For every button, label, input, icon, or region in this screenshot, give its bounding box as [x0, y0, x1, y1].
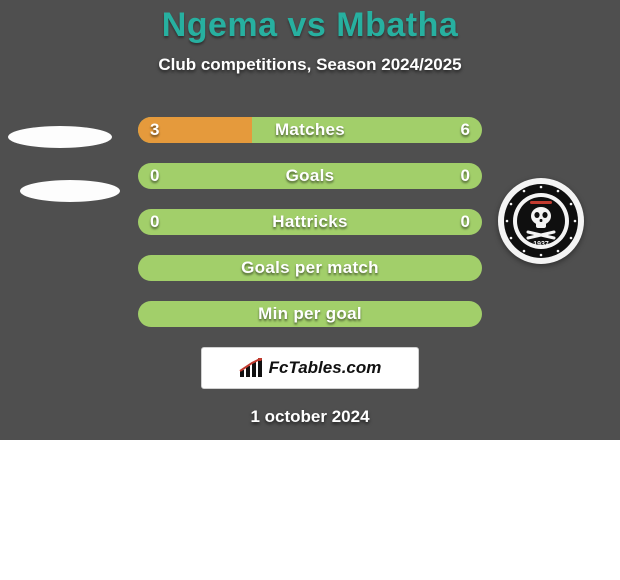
comparison-card: Ngema vs Mbatha Club competitions, Seaso… — [0, 0, 620, 440]
date-text: 1 october 2024 — [0, 407, 620, 427]
page-title: Ngema vs Mbatha — [0, 6, 620, 45]
club-badge-year: 1937 — [533, 241, 549, 248]
left-oval-1 — [8, 126, 112, 148]
stat-row-min-per-goal: Min per goal — [138, 301, 482, 327]
stat-row-label: Goals per match — [138, 255, 482, 281]
stat-row-label: Min per goal — [138, 301, 482, 327]
brand-bars-icon — [239, 358, 263, 378]
stat-row-goals: 00Goals — [138, 163, 482, 189]
header: Ngema vs Mbatha Club competitions, Seaso… — [0, 0, 620, 75]
stat-bars: 36Matches 00Goals 00Hattricks Goals per mat… — [138, 117, 482, 327]
stat-row-matches: 36Matches — [138, 117, 482, 143]
brand-text: FcTables.com — [269, 358, 382, 378]
club-badge-icon: 1937 — [498, 178, 584, 264]
page-subtitle: Club competitions, Season 2024/2025 — [0, 55, 620, 75]
stat-row-goals-per-match: Goals per match — [138, 255, 482, 281]
stat-row-hattricks: 00Hattricks — [138, 209, 482, 235]
stat-row-label: Hattricks — [138, 209, 482, 235]
stat-row-label: Goals — [138, 163, 482, 189]
brand-box: FcTables.com — [201, 347, 419, 389]
stat-row-label: Matches — [138, 117, 482, 143]
left-oval-2 — [20, 180, 120, 202]
club-badge: 1937 — [498, 178, 584, 264]
